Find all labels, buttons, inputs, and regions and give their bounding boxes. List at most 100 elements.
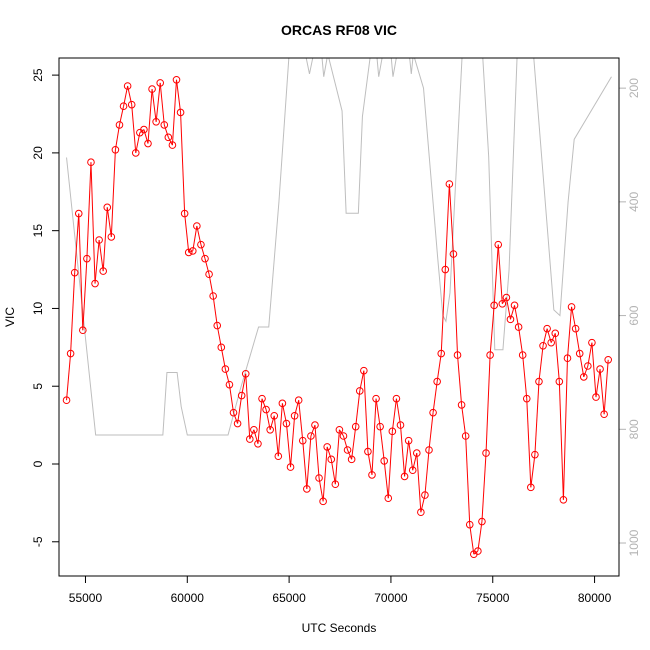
vic-line-segment bbox=[176, 79, 182, 113]
pressure-line bbox=[66, 58, 612, 436]
vic-line-segment bbox=[269, 415, 275, 430]
vic-data-point bbox=[74, 209, 83, 218]
vic-line-segment bbox=[399, 425, 406, 477]
vic-data-point bbox=[461, 432, 470, 440]
vic-data-point bbox=[176, 108, 185, 117]
vic-data-point bbox=[62, 396, 71, 405]
vic-line-segment bbox=[237, 395, 243, 424]
vic-line-segment bbox=[102, 207, 108, 272]
vic-line-segment bbox=[184, 213, 190, 253]
vic-line-segment bbox=[477, 521, 483, 552]
x-tick-label: 65000 bbox=[272, 591, 306, 605]
vic-data-point bbox=[425, 446, 433, 454]
vic-line-segment bbox=[444, 183, 450, 270]
y-tick-label: 15 bbox=[31, 224, 45, 238]
vic-line-segment bbox=[171, 79, 177, 146]
vic-data-point bbox=[237, 391, 246, 400]
vic-data-point bbox=[539, 341, 547, 350]
vic-data-point bbox=[160, 121, 169, 129]
vic-data-point bbox=[506, 315, 515, 324]
vic-data-point bbox=[311, 421, 319, 429]
vic-line-segment bbox=[326, 446, 332, 460]
vic-data-point bbox=[254, 439, 262, 448]
vic-data-point bbox=[180, 209, 189, 218]
vic-line-segment bbox=[485, 355, 491, 454]
vic-data-point bbox=[482, 449, 490, 457]
vic-line-segment bbox=[526, 398, 532, 488]
vic-line-segment bbox=[473, 550, 479, 555]
vic-line-segment bbox=[110, 149, 116, 237]
vic-line-segment bbox=[143, 129, 149, 144]
vic-data-point bbox=[140, 125, 148, 134]
vic-data-point bbox=[563, 354, 572, 363]
vic-line-segment bbox=[151, 89, 157, 122]
vic-data-point bbox=[250, 425, 258, 434]
vic-data-point bbox=[360, 366, 368, 375]
y-tick-label: -5 bbox=[31, 536, 45, 547]
vic-line-segment bbox=[436, 353, 442, 382]
vic-line-segment bbox=[131, 104, 137, 153]
vic-line-segment bbox=[591, 342, 597, 398]
vic-line-segment bbox=[424, 449, 430, 496]
vic-data-point bbox=[115, 121, 124, 129]
x-tick-label: 70000 bbox=[374, 591, 408, 605]
x-tick-label: 55000 bbox=[69, 591, 103, 605]
vic-line-segment bbox=[554, 333, 560, 382]
vic-line-segment bbox=[550, 333, 556, 343]
vic-line-segment bbox=[298, 400, 304, 441]
vic-line-segment bbox=[428, 412, 434, 451]
vic-line-segment bbox=[257, 398, 263, 444]
vic-line-segment bbox=[228, 384, 235, 413]
vic-data-point bbox=[364, 447, 372, 456]
vic-line-segment bbox=[155, 82, 161, 122]
right-tick-label: 800 bbox=[627, 419, 641, 439]
vic-data-point bbox=[323, 443, 331, 451]
vic-line-segment bbox=[82, 258, 88, 331]
vic-line-segment bbox=[518, 327, 524, 356]
y-tick-label: 20 bbox=[31, 146, 45, 160]
vic-line-segment bbox=[334, 429, 340, 485]
vic-line-segment bbox=[595, 369, 601, 398]
vic-data-point bbox=[559, 495, 568, 504]
vic-line-segment bbox=[147, 89, 153, 144]
vic-line-segment bbox=[395, 398, 401, 426]
vic-line-segment bbox=[253, 429, 259, 444]
vic-line-segment bbox=[318, 477, 324, 502]
vic-data-point bbox=[315, 474, 323, 482]
vic-line-segment bbox=[330, 459, 336, 485]
vic-data-point bbox=[168, 141, 177, 149]
vic-data-point bbox=[164, 133, 173, 142]
vic-data-point bbox=[400, 472, 409, 481]
vic-line-segment bbox=[261, 398, 267, 410]
vic-data-point bbox=[380, 457, 389, 465]
vic-data-point bbox=[547, 338, 555, 347]
vic-line-segment bbox=[180, 112, 186, 214]
vic-data-point bbox=[376, 422, 384, 431]
vic-data-point bbox=[144, 139, 152, 148]
vic-line-segment bbox=[249, 429, 255, 440]
vic-data-point bbox=[417, 508, 425, 517]
vic-line-segment bbox=[163, 124, 169, 138]
vic-data-point bbox=[518, 351, 527, 359]
vic-line-segment bbox=[587, 342, 593, 367]
vic-data-point bbox=[66, 349, 75, 358]
vic-data-point bbox=[298, 436, 307, 445]
vic-line-segment bbox=[440, 269, 446, 354]
vic-line-segment bbox=[497, 244, 503, 304]
vic-data-point bbox=[449, 250, 458, 258]
vic-line-segment bbox=[106, 207, 112, 237]
vic-data-point bbox=[604, 355, 613, 364]
vic-data-point bbox=[551, 329, 560, 338]
y-tick-label: 0 bbox=[31, 460, 45, 467]
x-tick-label: 60000 bbox=[171, 591, 205, 605]
vic-data-point bbox=[79, 326, 87, 335]
vic-line-segment bbox=[347, 449, 353, 460]
vic-line-segment bbox=[599, 369, 605, 415]
y-tick-label: 25 bbox=[31, 68, 45, 82]
vic-data-point bbox=[445, 180, 454, 188]
vic-data-point bbox=[221, 365, 230, 373]
vic-data-point bbox=[282, 419, 291, 428]
vic-data-point bbox=[319, 497, 327, 506]
